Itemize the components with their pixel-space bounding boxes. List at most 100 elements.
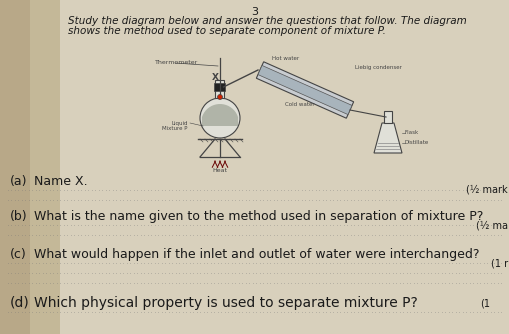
Point — [164, 232, 173, 238]
Point — [49, 309, 58, 315]
Point — [224, 187, 232, 193]
Point — [475, 309, 484, 315]
Point — [360, 232, 369, 238]
Point — [315, 270, 323, 276]
Point — [238, 260, 246, 266]
Point — [350, 222, 358, 228]
Point — [472, 309, 480, 315]
Point — [256, 222, 264, 228]
Point — [468, 187, 476, 193]
Circle shape — [200, 98, 240, 138]
Point — [74, 280, 82, 286]
Point — [423, 309, 431, 315]
Point — [486, 232, 494, 238]
Point — [434, 187, 442, 193]
Point — [350, 232, 358, 238]
Point — [329, 187, 337, 193]
Point — [11, 197, 19, 203]
Point — [340, 309, 348, 315]
Point — [496, 197, 504, 203]
Point — [266, 222, 274, 228]
Point — [325, 280, 333, 286]
Point — [140, 222, 148, 228]
Point — [284, 232, 292, 238]
Point — [14, 222, 22, 228]
Point — [419, 260, 428, 266]
Point — [399, 187, 407, 193]
Point — [427, 222, 435, 228]
Point — [496, 222, 504, 228]
Point — [98, 309, 106, 315]
Point — [11, 187, 19, 193]
Point — [447, 280, 456, 286]
Point — [207, 280, 215, 286]
Point — [395, 270, 403, 276]
Point — [81, 270, 89, 276]
Point — [423, 280, 431, 286]
Point — [395, 309, 403, 315]
Point — [18, 309, 26, 315]
Point — [119, 280, 127, 286]
Point — [238, 309, 246, 315]
Point — [308, 187, 316, 193]
Point — [364, 280, 372, 286]
Point — [88, 309, 96, 315]
Point — [423, 232, 431, 238]
Point — [496, 187, 504, 193]
Point — [343, 197, 351, 203]
Point — [67, 270, 75, 276]
Point — [192, 197, 201, 203]
Point — [84, 197, 93, 203]
Point — [231, 280, 239, 286]
Point — [112, 270, 120, 276]
Point — [287, 280, 295, 286]
Point — [21, 187, 30, 193]
Point — [130, 197, 138, 203]
Point — [350, 270, 358, 276]
Point — [252, 280, 260, 286]
Point — [182, 270, 190, 276]
Point — [220, 222, 229, 228]
Point — [161, 222, 169, 228]
Point — [391, 270, 400, 276]
Point — [455, 309, 463, 315]
Point — [297, 260, 305, 266]
Point — [224, 270, 232, 276]
Point — [444, 280, 452, 286]
Point — [468, 232, 476, 238]
Point — [248, 260, 257, 266]
Point — [381, 222, 389, 228]
Point — [332, 187, 341, 193]
Point — [276, 222, 285, 228]
Point — [427, 309, 435, 315]
Point — [18, 270, 26, 276]
Point — [364, 232, 372, 238]
Point — [465, 197, 473, 203]
Point — [105, 232, 114, 238]
Point — [98, 222, 106, 228]
Point — [437, 270, 445, 276]
Point — [458, 270, 466, 276]
Point — [189, 232, 197, 238]
Point — [493, 222, 501, 228]
Point — [378, 280, 386, 286]
Point — [325, 222, 333, 228]
Point — [147, 222, 155, 228]
Point — [11, 309, 19, 315]
Point — [496, 270, 504, 276]
Point — [444, 270, 452, 276]
Point — [70, 187, 78, 193]
Point — [189, 270, 197, 276]
Point — [458, 197, 466, 203]
Point — [465, 222, 473, 228]
Point — [447, 232, 456, 238]
Point — [280, 197, 288, 203]
Point — [154, 222, 162, 228]
Point — [189, 197, 197, 203]
Point — [161, 197, 169, 203]
Point — [179, 280, 187, 286]
Point — [256, 197, 264, 203]
Point — [238, 222, 246, 228]
Point — [189, 260, 197, 266]
Point — [133, 280, 142, 286]
